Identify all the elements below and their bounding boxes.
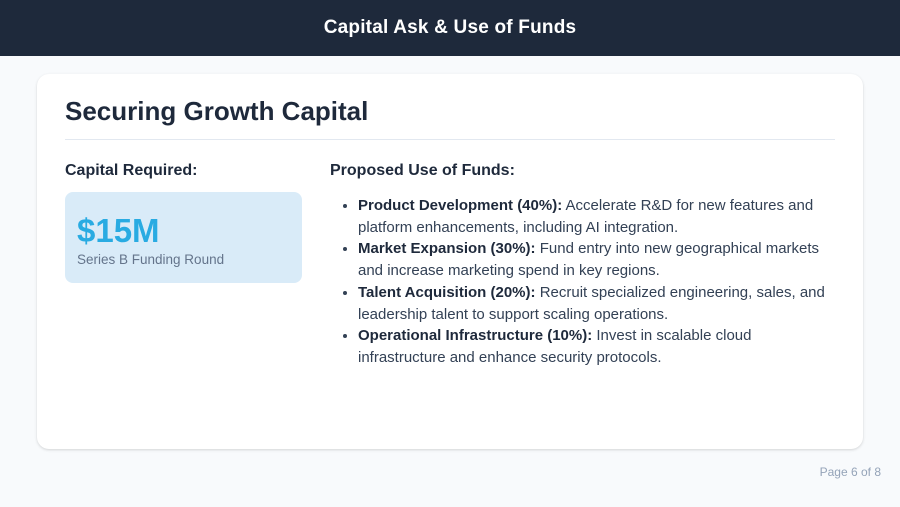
- use-of-funds-list: Product Development (40%): Accelerate R&…: [330, 195, 835, 369]
- capital-required-heading: Capital Required:: [65, 162, 198, 179]
- list-item: Product Development (40%): Accelerate R&…: [358, 195, 835, 238]
- list-item: Market Expansion (30%): Fund entry into …: [358, 238, 835, 281]
- slide-header-bar: Capital Ask & Use of Funds: [0, 0, 900, 56]
- use-of-funds-heading: Proposed Use of Funds:: [330, 162, 515, 179]
- funding-amount-card: $15M Series B Funding Round: [65, 192, 302, 283]
- page-indicator: Page 6 of 8: [819, 465, 881, 479]
- list-item-text: Fund entry into new geographical markets…: [358, 240, 820, 280]
- slide-heading: Securing Growth Capital: [65, 96, 835, 140]
- use-of-funds-section: Proposed Use of Funds: Product Developme…: [330, 162, 835, 369]
- list-item-label: Talent Acquisition (20%):: [358, 283, 536, 301]
- list-item: Operational Infrastructure (10%): Invest…: [358, 325, 835, 368]
- slide-card: Securing Growth Capital Capital Required…: [37, 74, 863, 449]
- funding-round-label: Series B Funding Round: [77, 251, 225, 267]
- list-item-label: Market Expansion (30%):: [358, 240, 536, 258]
- list-item-label: Product Development (40%):: [358, 197, 563, 214]
- deck-section-title: Capital Ask & Use of Funds: [323, 17, 577, 38]
- content-columns: Capital Required: $15M Series B Funding …: [65, 162, 835, 369]
- list-item-text: Recruit specialized engineering, sales, …: [358, 283, 825, 323]
- capital-required-section: Capital Required: $15M Series B Funding …: [65, 162, 302, 369]
- list-item: Talent Acquisition (20%): Recruit specia…: [358, 282, 835, 325]
- list-item-text: Accelerate R&D for new features and plat…: [358, 197, 814, 236]
- funding-amount: $15M: [77, 212, 160, 249]
- list-item-label: Operational Infrastructure (10%):: [358, 327, 593, 345]
- list-item-text: Invest in scalable cloud infrastructure …: [358, 327, 752, 366]
